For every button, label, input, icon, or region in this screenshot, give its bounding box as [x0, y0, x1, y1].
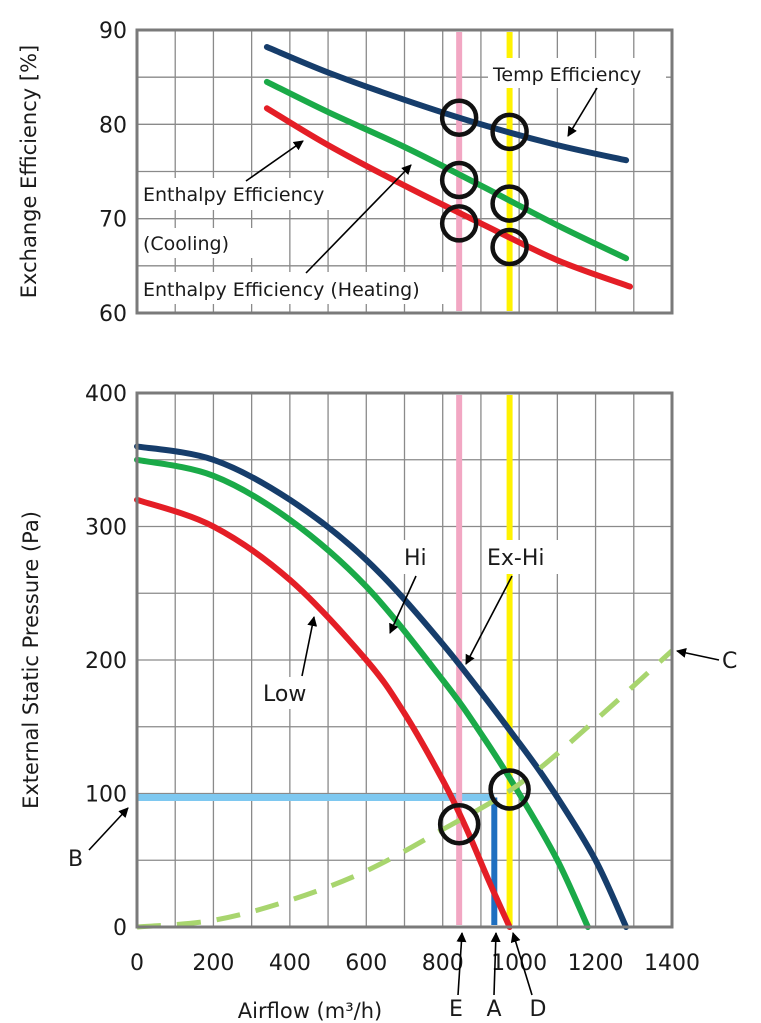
esp-label-B: B [68, 847, 83, 872]
esp-ylabel: External Static Pressure (Pa) [19, 511, 43, 809]
eff-series-cool [263, 78, 630, 262]
esp-arrow-D [510, 932, 533, 996]
esp-xtick-1400: 1400 [644, 951, 700, 976]
esp-label-D: D [530, 997, 547, 1022]
eff-marker-2 [439, 160, 479, 200]
esp-xtick-1200: 1200 [568, 951, 624, 976]
eff-frame [135, 28, 674, 315]
esp-label-C: C [722, 649, 737, 674]
esp-xtick-800: 800 [422, 951, 464, 976]
esp-ytick-400: 400 [85, 382, 127, 407]
esp-series-exhi [134, 443, 630, 930]
esp-ytick-0: 0 [113, 916, 127, 941]
eff-marker-1 [439, 98, 479, 137]
eff-ytick-90: 90 [99, 19, 127, 44]
esp-label-hi: Hi [404, 546, 427, 571]
eff-marker-6 [490, 227, 529, 267]
eff-ylabel: Exchange Efficiency [%] [17, 45, 41, 298]
eff-arrow-heating [305, 164, 412, 274]
eff-label-bg [139, 178, 345, 210]
eff-series-temp [263, 44, 630, 164]
esp-label-E: E [449, 997, 463, 1022]
eff-label-bg [488, 58, 666, 88]
eff-label-bg [139, 228, 259, 258]
esp-series-duct [136, 648, 674, 930]
esp-frame [135, 391, 674, 929]
esp-label-bg [400, 540, 440, 574]
eff-label-bg [139, 272, 455, 304]
esp-arrow-E [456, 932, 467, 996]
eff-label-heating: Enthalpy Efficiency (Heating) [143, 279, 420, 301]
esp-label-low: Low [263, 682, 306, 707]
esp-label-bg [258, 677, 320, 709]
eff-label-cooling-2: (Cooling) [143, 233, 229, 255]
esp-label-exhi: Ex-Hi [487, 546, 545, 571]
esp-label-A: A [486, 997, 501, 1022]
eff-marker-4 [490, 112, 529, 152]
esp-marker-2 [488, 768, 531, 811]
eff-arrow-temp [567, 87, 598, 137]
esp-xtick-200: 200 [192, 951, 234, 976]
efficiency-panel: 60 70 80 90 Exchange Efficiency [%] Temp Effi… [17, 19, 674, 327]
eff-label-temp: Temp Efficiency [492, 64, 641, 86]
eff-ytick-60: 60 [99, 302, 127, 327]
esp-arrow-low [301, 616, 318, 677]
esp-series-low [134, 496, 513, 930]
eff-marker-3 [439, 204, 479, 243]
esp-grid [137, 393, 672, 927]
esp-series-hi [134, 456, 591, 930]
eff-grid [137, 30, 672, 313]
eff-ytick-80: 80 [99, 113, 127, 138]
esp-ytick-300: 300 [85, 516, 127, 541]
esp-arrow-B [88, 807, 129, 851]
esp-arrow-A [490, 932, 501, 996]
esp-label-bg [482, 540, 562, 574]
eff-series-heat [263, 105, 633, 290]
esp-arrow-C [676, 647, 720, 661]
eff-label-cooling-1: Enthalpy Efficiency [143, 184, 324, 206]
esp-ytick-100: 100 [85, 783, 127, 808]
esp-xtick-400: 400 [269, 951, 311, 976]
esp-xtick-600: 600 [345, 951, 387, 976]
esp-ytick-200: 200 [85, 649, 127, 674]
eff-ytick-70: 70 [99, 208, 127, 233]
eff-marker-5 [490, 184, 529, 223]
esp-xtick-0: 0 [130, 951, 144, 976]
esp-arrow-hi [389, 575, 417, 634]
esp-marker-1 [437, 802, 481, 846]
esp-arrow-exhi [465, 575, 513, 665]
eff-arrow-cooling [245, 140, 304, 182]
esp-xlabel: Airflow (m³/h) [238, 999, 382, 1023]
